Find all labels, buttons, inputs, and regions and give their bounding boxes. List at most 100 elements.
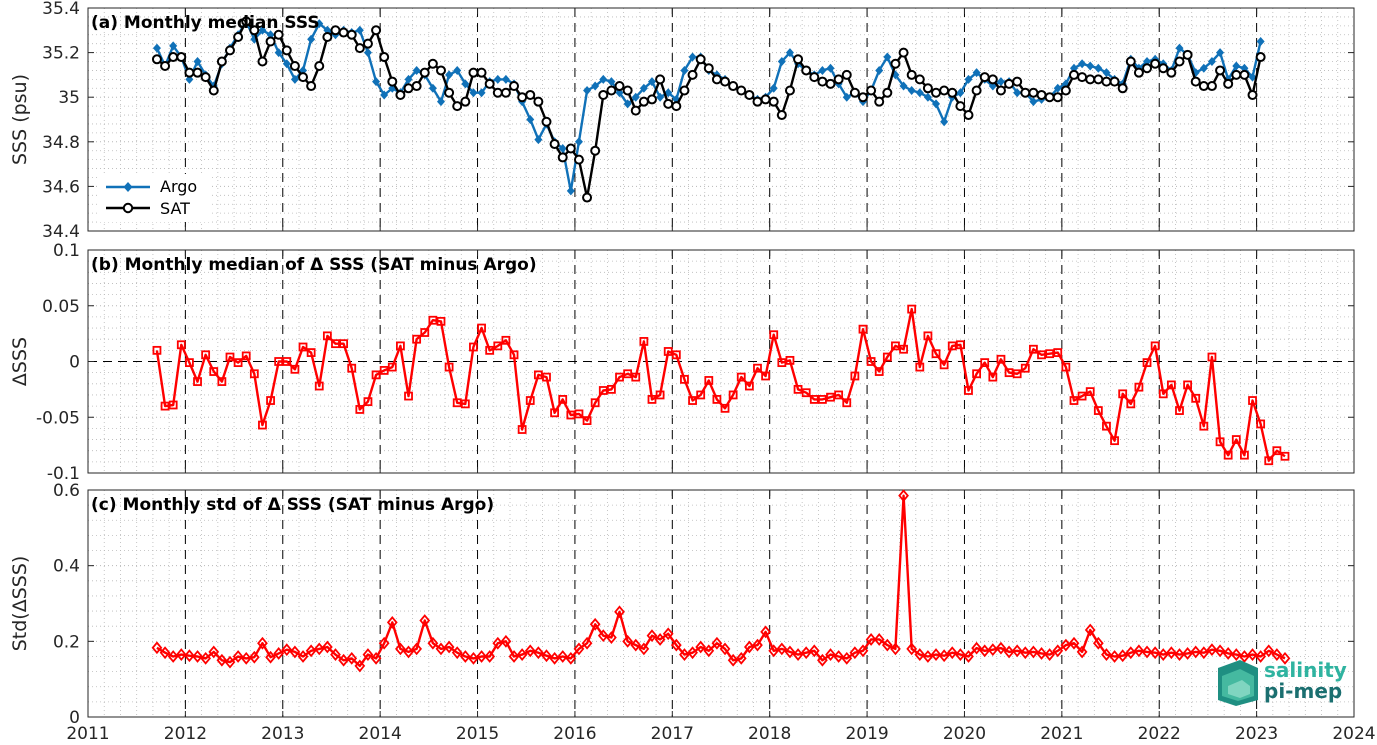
data-point (923, 92, 932, 102)
data-point (306, 348, 316, 357)
data-point (1199, 421, 1209, 431)
data-point (1142, 63, 1153, 74)
data-point (1061, 362, 1071, 372)
data-point (622, 85, 633, 96)
data-point (526, 115, 535, 124)
data-point (249, 25, 260, 36)
data-point (1085, 387, 1095, 397)
data-point (380, 90, 389, 100)
data-point (679, 648, 690, 661)
data-point (484, 650, 496, 663)
data-point (744, 89, 755, 100)
data-point (516, 648, 528, 661)
data-point (346, 651, 358, 665)
data-point (1109, 76, 1120, 87)
data-point (906, 69, 917, 80)
data-point (362, 648, 374, 661)
data-point (647, 395, 657, 404)
data-point (1183, 380, 1193, 390)
data-point (964, 74, 973, 84)
data-point (1174, 56, 1185, 67)
x-tick-label: 2018 (748, 724, 791, 744)
data-point (185, 358, 194, 368)
data-point (1247, 648, 1258, 661)
data-point (972, 68, 981, 78)
data-point (1134, 382, 1144, 392)
data-point (298, 342, 308, 352)
data-point (1028, 645, 1039, 659)
x-tick-label: 2016 (553, 724, 596, 744)
data-point (915, 88, 924, 98)
data-point (233, 358, 243, 368)
data-point (347, 363, 357, 373)
data-point (1037, 350, 1046, 360)
data-point (760, 94, 771, 105)
data-point (825, 78, 836, 89)
data-point (1084, 623, 1096, 637)
data-point (403, 83, 414, 94)
data-point (768, 96, 779, 107)
data-point (688, 396, 697, 405)
data-point (793, 54, 804, 65)
data-point (1191, 393, 1201, 403)
data-point (346, 29, 357, 40)
data-point (427, 58, 438, 69)
data-point (1190, 645, 1202, 659)
panel-c-monthly-std-delta-sss: 0 0.2 0.4 0.6 2011 2012 2013 2014 2015 2016 2017 20… (9, 481, 1376, 744)
data-point (915, 362, 925, 372)
data-point (582, 416, 592, 425)
data-point (776, 642, 788, 656)
data-point (719, 642, 731, 656)
data-point (606, 85, 617, 96)
data-point (963, 650, 974, 663)
data-point (963, 110, 974, 121)
data-point (1133, 67, 1144, 78)
data-point (468, 67, 479, 78)
data-point (582, 192, 593, 203)
data-point (696, 390, 706, 400)
data-point (217, 377, 227, 386)
data-point (1092, 636, 1104, 650)
data-point (1036, 89, 1047, 100)
data-point (630, 105, 641, 116)
data-point (841, 651, 853, 665)
data-point (881, 638, 893, 652)
data-point (1086, 61, 1095, 71)
data-point (500, 634, 512, 648)
data-point (176, 52, 187, 63)
data-point (1190, 76, 1201, 87)
data-point (330, 648, 341, 661)
y-tick-label: 0.1 (53, 241, 80, 261)
data-point (371, 25, 382, 36)
data-point (1068, 69, 1079, 80)
data-point (865, 633, 877, 646)
data-point (1175, 43, 1184, 53)
y-tick-label: 35.4 (42, 0, 80, 19)
data-point (1142, 358, 1152, 368)
data-point (663, 98, 674, 109)
data-point (549, 139, 560, 150)
data-point (639, 83, 648, 93)
data-point (558, 395, 568, 404)
data-point (817, 76, 828, 87)
y-tick-label: 35.2 (42, 44, 80, 64)
data-point (200, 72, 211, 83)
data-point (420, 328, 430, 337)
data-point (492, 87, 503, 98)
data-point (680, 65, 689, 75)
data-point (404, 74, 413, 84)
data-point (412, 334, 422, 344)
x-tick-label: 2022 (1138, 724, 1181, 744)
data-point (914, 74, 925, 85)
x-tick-label: 2012 (164, 724, 207, 744)
x-tick-label: 2013 (261, 724, 304, 744)
data-point (890, 58, 901, 69)
data-point (1102, 421, 1111, 431)
data-point (1198, 646, 1210, 660)
data-point (833, 74, 844, 85)
data-point (1165, 646, 1177, 660)
data-point (841, 69, 852, 80)
data-point (1044, 92, 1055, 103)
data-point (508, 650, 520, 663)
data-point (873, 633, 885, 646)
